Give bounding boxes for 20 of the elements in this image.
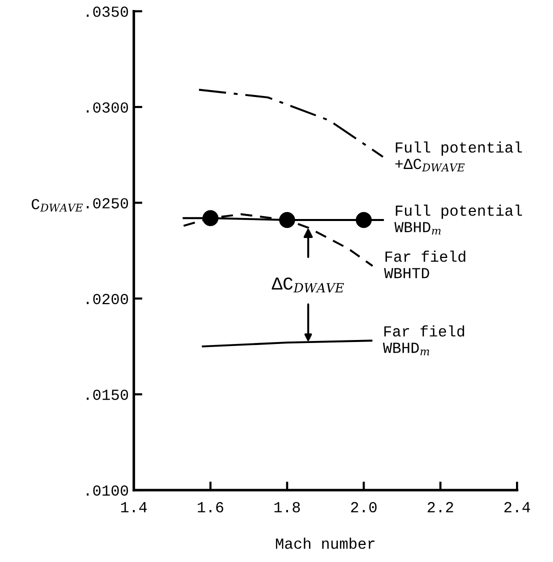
x-axis-title: Mach number (276, 538, 374, 549)
x-tick-label: 1.8 (274, 502, 300, 512)
y-tick-label: .0200 (86, 294, 128, 304)
x-tick-label: 1.4 (121, 502, 147, 512)
y-tick-label: .0150 (86, 390, 128, 400)
y-tick-label: .0300 (86, 102, 128, 113)
line-series (198, 88, 384, 158)
y-tick-label: .0100 (86, 485, 128, 496)
series-label: Far field WBHTD (384, 250, 466, 278)
annotation: ΔC$_{DWAVE}$ (272, 277, 344, 292)
series-label: Far field WBHD$_{m}$ (382, 325, 464, 356)
series-label: Full potential +ΔC$_{DWAVE}$ (395, 141, 522, 172)
y-axis-title: C$_{DWAVE}$ (32, 198, 83, 212)
x-tick-label: 1.6 (198, 502, 224, 512)
y-tick-label: .0350 (86, 6, 128, 17)
x-tick-label: 2.2 (428, 502, 454, 512)
x-tick-label: 2.4 (504, 502, 530, 512)
x-tick-label: 2.0 (351, 502, 377, 512)
y-tick-label: .0250 (86, 198, 128, 208)
series-label: Full potential WBHD$_{m}$ (394, 204, 522, 235)
